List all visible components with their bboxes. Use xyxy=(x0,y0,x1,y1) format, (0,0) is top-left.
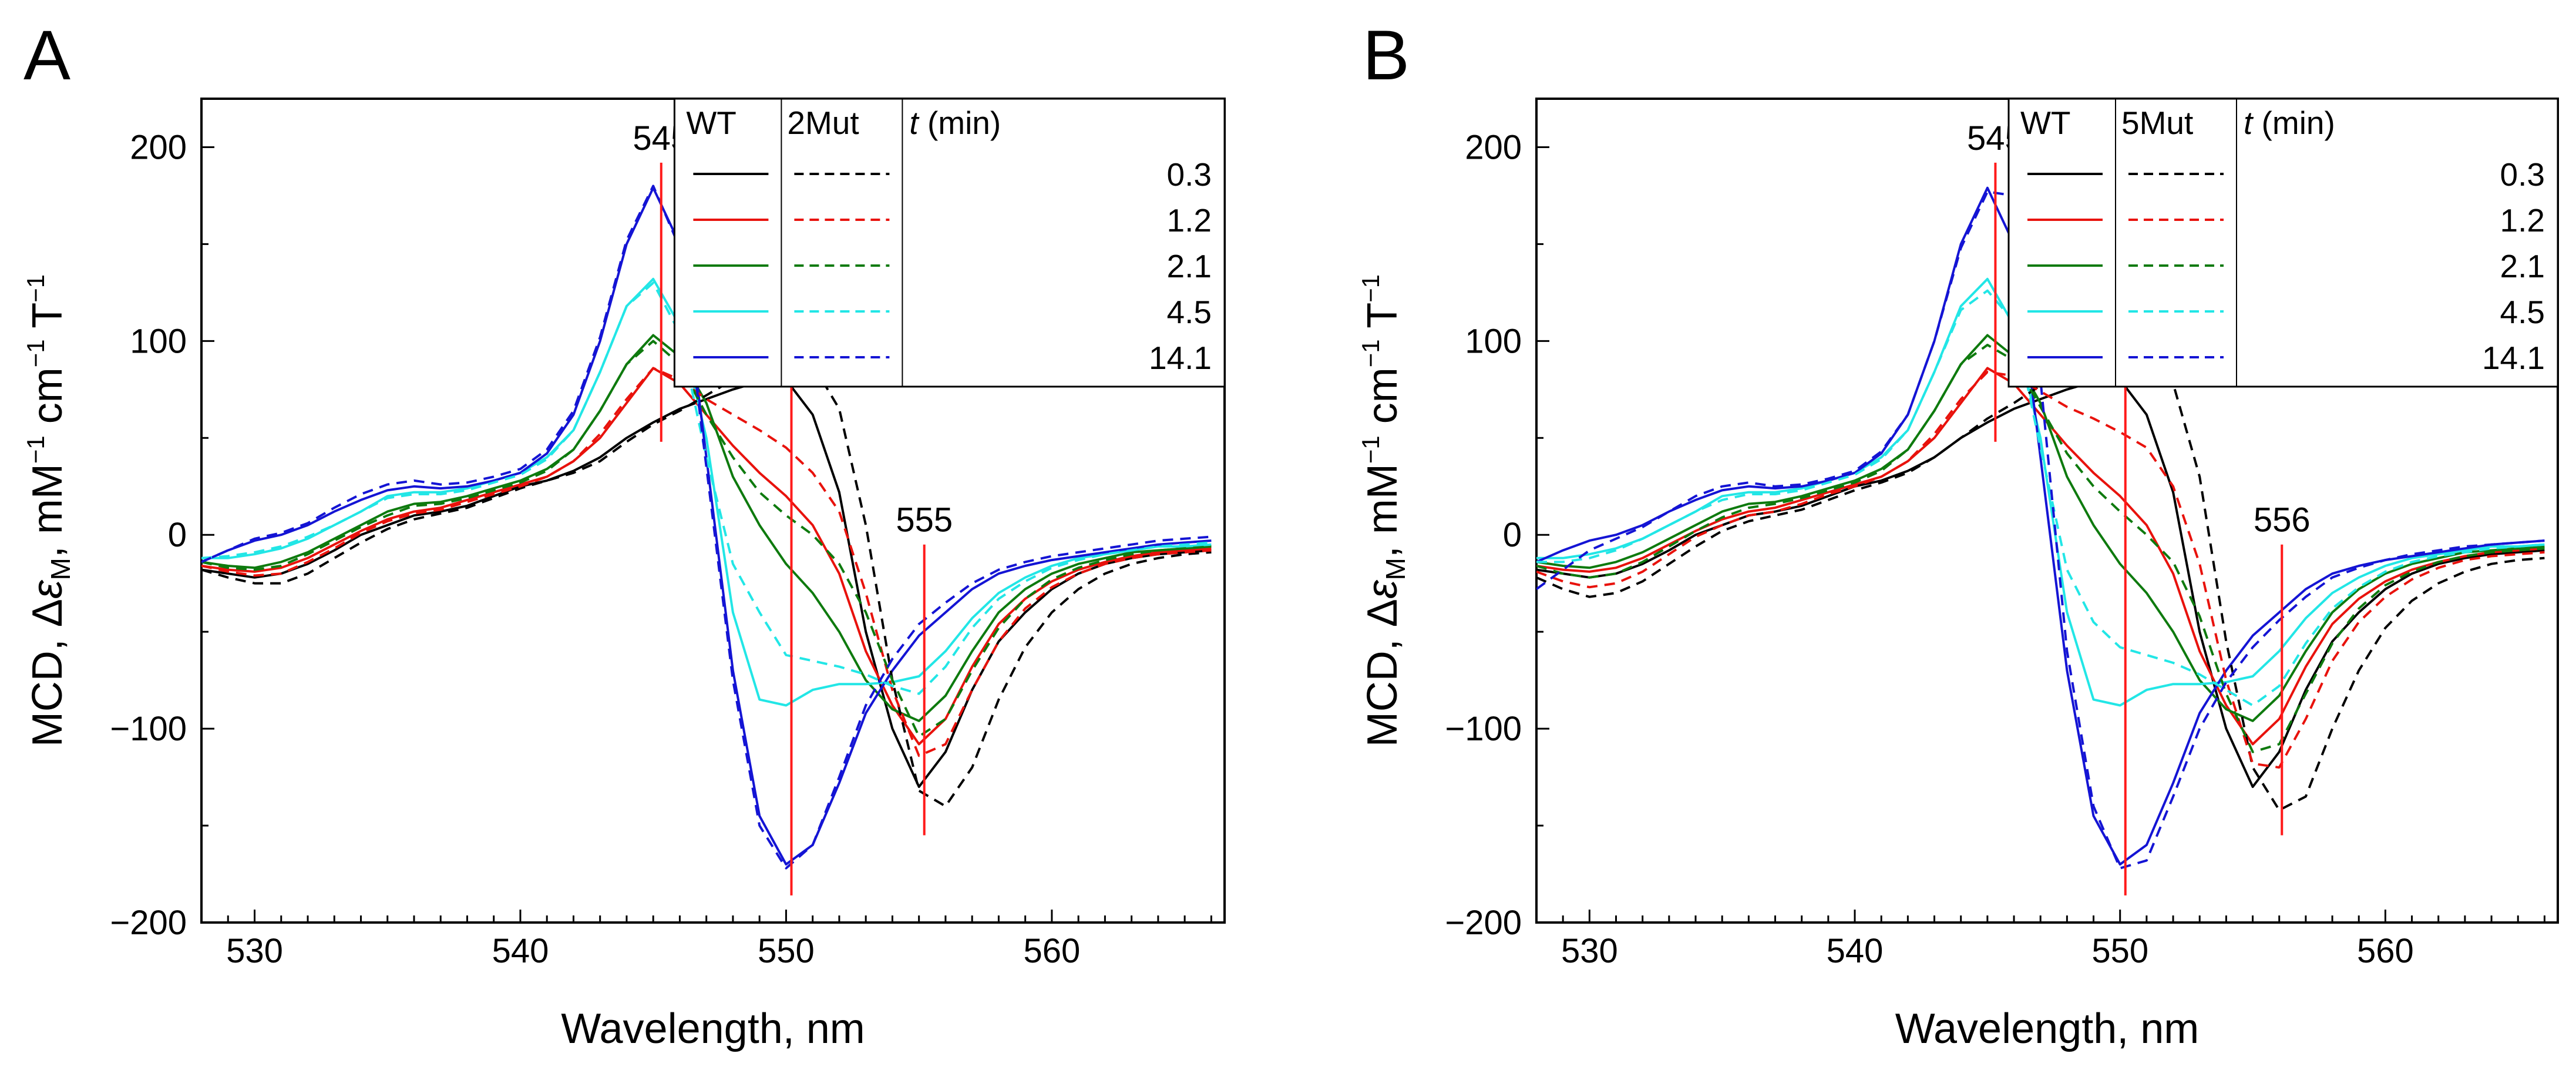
y-axis-title-part: T xyxy=(1359,303,1406,340)
y-axis-title-part: T xyxy=(24,303,71,340)
y-axis-title-part: M xyxy=(1380,558,1411,580)
y-axis-title: MCD, ΔεM, mM−1 cm−1 T−1 xyxy=(1357,274,1411,747)
series-line-mut-0_3 xyxy=(201,353,1212,808)
x-tick-label: 540 xyxy=(492,932,549,970)
x-axis-title: Wavelength, nm xyxy=(1895,1005,2200,1052)
y-tick-label: 0 xyxy=(1503,516,1522,554)
series-line-mut-4_5 xyxy=(201,281,1212,695)
y-axis-title-part: cm xyxy=(1359,367,1406,435)
series-line-mut-14_1 xyxy=(1536,190,2545,870)
series-line-mut-2_1 xyxy=(1536,344,2545,753)
y-tick-label: 200 xyxy=(1465,128,1522,166)
series-line-mut-1_2 xyxy=(1536,371,2545,769)
series-line-wt-14_1 xyxy=(1536,186,2545,866)
series-line-mut-0_3 xyxy=(1536,346,2545,811)
legend-header-wt: WT xyxy=(2020,105,2071,141)
y-tick-label: −200 xyxy=(1445,904,1522,942)
legend-header-time: t (min) xyxy=(909,105,1001,141)
legend-time-value: 14.1 xyxy=(1149,340,1212,376)
panel-letter: A xyxy=(23,16,70,95)
legend-time-value: 0.3 xyxy=(2500,156,2545,193)
legend-time-value: 2.1 xyxy=(1167,248,1212,284)
y-axis-title-part: −1 xyxy=(22,339,49,367)
legend-time-value: 4.5 xyxy=(1167,294,1212,330)
legend-time-value: 14.1 xyxy=(2482,340,2545,376)
y-axis-title-part: ε xyxy=(24,579,71,599)
legend: WT 5Mut t (min) 0.3 1.2 2.1 4.5 14.1 xyxy=(2007,98,2559,388)
panel-letter: B xyxy=(1363,16,1410,95)
series-line-wt-0_3 xyxy=(1536,378,2545,789)
series-line-wt-2_1 xyxy=(1536,334,2545,722)
y-axis-title-part: −1 xyxy=(1357,435,1384,464)
x-tick-label: 530 xyxy=(1561,932,1618,970)
y-axis-title-part: M xyxy=(45,558,76,580)
y-tick-label: 100 xyxy=(1465,322,1522,360)
x-tick-label: 550 xyxy=(758,932,815,970)
series-group xyxy=(201,185,1212,870)
legend-header-time-symbol: t xyxy=(2244,105,2254,141)
series-line-mut-1_2 xyxy=(201,367,1212,757)
y-axis-title-part: , mM xyxy=(24,464,71,558)
legend-time-value: 2.1 xyxy=(2500,248,2545,284)
x-tick-label: 560 xyxy=(1024,932,1081,970)
legend-time-value: 0.3 xyxy=(1167,156,1212,193)
x-tick-label: 560 xyxy=(2357,932,2414,970)
series-line-mut-4_5 xyxy=(1536,289,2545,707)
y-tick-label: 0 xyxy=(168,516,187,554)
legend-time-value: 1.2 xyxy=(2500,202,2545,239)
legend-header-time-unit: (min) xyxy=(2252,105,2335,141)
legend-header-wt: WT xyxy=(686,105,737,141)
y-tick-label: −200 xyxy=(110,904,187,942)
y-axis-title-part: −1 xyxy=(22,435,49,464)
legend-header-time-unit: (min) xyxy=(919,105,1001,141)
x-tick-label: 540 xyxy=(1827,932,1884,970)
y-axis-title-part: MCD, Δ xyxy=(24,599,71,747)
peak-label: 556 xyxy=(2254,501,2311,539)
legend-header-mut: 2Mut xyxy=(787,105,859,141)
x-tick-label: 550 xyxy=(2091,932,2148,970)
y-axis-title-part: , mM xyxy=(1359,464,1406,558)
y-axis-title-part: MCD, Δ xyxy=(1359,599,1406,747)
legend-box xyxy=(673,98,1226,388)
y-axis-title-part: −1 xyxy=(22,274,49,303)
y-axis-title-part: cm xyxy=(24,367,71,435)
series-line-wt-0_3 xyxy=(201,378,1212,789)
x-tick-label: 530 xyxy=(226,932,283,970)
legend: WT 2Mut t (min) 0.3 1.2 2.1 4.5 14.1 xyxy=(673,98,1226,388)
y-tick-label: −100 xyxy=(110,710,187,748)
y-axis-title: MCD, ΔεM, mM−1 cm−1 T−1 xyxy=(22,274,76,747)
series-line-mut-14_1 xyxy=(201,185,1212,870)
peak-label: 555 xyxy=(896,501,953,539)
y-axis-title-part: −1 xyxy=(1357,274,1384,303)
series-line-wt-2_1 xyxy=(201,334,1212,722)
x-axis-title: Wavelength, nm xyxy=(561,1005,865,1052)
legend-time-value: 4.5 xyxy=(2500,294,2545,330)
y-axis-title-part: ε xyxy=(1359,579,1406,599)
y-tick-label: −100 xyxy=(1445,710,1522,748)
panel-a: A545550555530540550560−200−1000100200Wav… xyxy=(22,16,1226,1052)
legend-header-time: t (min) xyxy=(2244,105,2335,141)
legend-header-time-symbol: t xyxy=(909,105,920,141)
legend-header-mut: 5Mut xyxy=(2121,105,2193,141)
series-line-mut-2_1 xyxy=(201,340,1212,738)
legend-box xyxy=(2007,98,2559,388)
legend-time-value: 1.2 xyxy=(1167,202,1212,239)
series-line-wt-4_5 xyxy=(1536,277,2545,707)
y-tick-label: 200 xyxy=(130,128,187,166)
y-axis-title-part: −1 xyxy=(1357,339,1384,367)
panel-b: B545550556530540550560−200−1000100200Wav… xyxy=(1357,16,2559,1052)
series-group xyxy=(1536,186,2545,870)
series-line-wt-1_2 xyxy=(1536,367,2545,746)
y-tick-label: 100 xyxy=(130,322,187,360)
